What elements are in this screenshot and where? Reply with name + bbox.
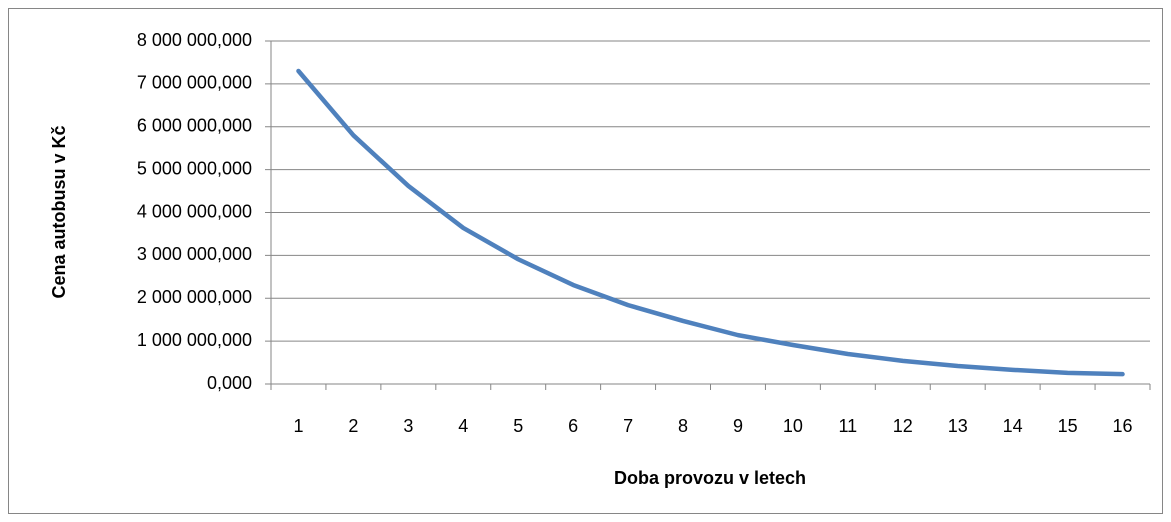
y-tick-label: 2 000 000,000 (137, 287, 252, 307)
x-tick-label: 9 (733, 416, 743, 436)
data-line (296, 68, 1125, 377)
x-tick-label: 7 (623, 416, 633, 436)
x-tick-label: 10 (783, 416, 803, 436)
y-tick-label: 1 000 000,000 (137, 330, 252, 350)
chart-border (8, 8, 1163, 514)
x-axis-title: Doba provozu v letech (614, 468, 806, 488)
x-tick-label: 11 (839, 416, 858, 436)
y-tick-label: 4 000 000,000 (137, 201, 252, 221)
x-tick-label: 13 (948, 416, 968, 436)
x-tick-label: 12 (893, 416, 913, 436)
x-tick-label: 5 (513, 416, 523, 436)
y-tick-label: 8 000 000,000 (137, 30, 252, 50)
x-tick-label: 14 (1003, 416, 1023, 436)
x-tick-label: 1 (293, 416, 303, 436)
x-tick-label: 6 (568, 416, 578, 436)
x-tick-label: 16 (1113, 416, 1133, 436)
y-tick-label: 3 000 000,000 (137, 244, 252, 264)
y-axis-title: Cena autobusu v Kč (49, 125, 69, 298)
x-tick-label: 15 (1058, 416, 1078, 436)
x-tick-label: 8 (678, 416, 688, 436)
y-tick-label: 0,000 (207, 373, 252, 393)
x-tick-label: 4 (458, 416, 468, 436)
y-tick-label: 5 000 000,000 (137, 158, 252, 178)
x-tick-label: 3 (403, 416, 413, 436)
y-tick-label: 6 000 000,000 (137, 116, 252, 136)
x-tick-label: 2 (348, 416, 358, 436)
y-tick-label: 7 000 000,000 (137, 73, 252, 93)
